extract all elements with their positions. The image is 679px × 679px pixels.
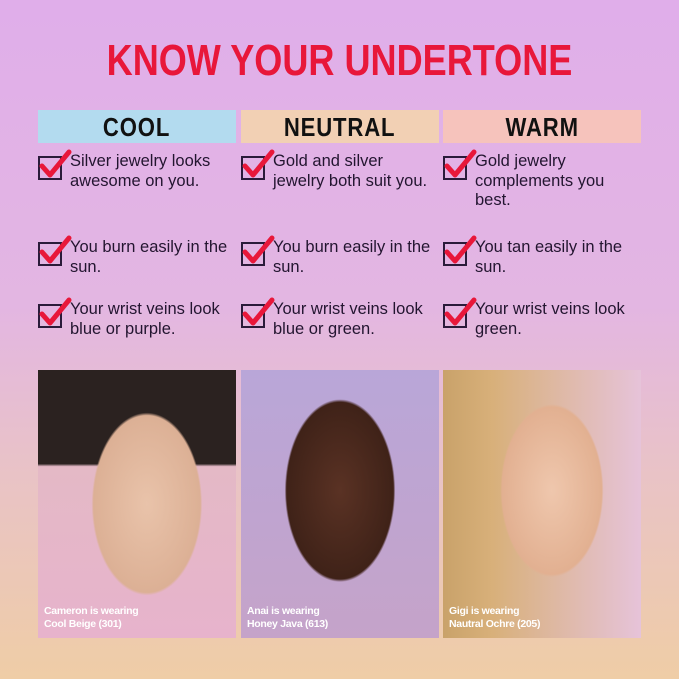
column-header-label: WARM bbox=[505, 112, 579, 142]
checklist-text: Gold and silver jewelry both suit you. bbox=[273, 152, 428, 190]
photo-caption: Cameron is wearing Cool Beige (301) bbox=[44, 605, 139, 630]
model-photo: Cameron is wearing Cool Beige (301) bbox=[38, 370, 236, 638]
shade-name: Cool Beige (301) bbox=[44, 617, 122, 630]
caption-line: Cameron is wearing bbox=[44, 605, 139, 617]
checkmark-icon bbox=[241, 149, 275, 180]
checkmark-icon bbox=[38, 297, 72, 328]
column-header: COOL bbox=[38, 110, 236, 143]
column-header: NEUTRAL bbox=[241, 110, 439, 143]
checklist-item: Your wrist veins look blue or green. bbox=[241, 297, 438, 339]
checklist-text: You burn easily in the sun. bbox=[273, 238, 431, 276]
column-cool: COOL Silver jewelry looks awesome on you.… bbox=[38, 110, 236, 338]
checklist-text: Your wrist veins look blue or green. bbox=[273, 300, 423, 338]
model-photo: Gigi is wearing Nautral Ochre (205) bbox=[443, 370, 641, 638]
checkmark-icon bbox=[38, 235, 72, 266]
checklist-item: Your wrist veins look blue or purple. bbox=[38, 297, 235, 339]
checklist-text: Your wrist veins look blue or purple. bbox=[70, 300, 220, 338]
checklist-item: Silver jewelry looks awesome on you. bbox=[38, 149, 235, 191]
page-title: KNOW YOUR UNDERTONE bbox=[106, 36, 573, 85]
caption-line: Anai is wearing bbox=[247, 605, 320, 617]
checkmark-icon bbox=[443, 235, 477, 266]
checkmark-icon bbox=[241, 297, 275, 328]
checklist-text: Silver jewelry looks awesome on you. bbox=[70, 152, 211, 190]
checklist-item: Gold jewelry complements you best. bbox=[443, 149, 640, 211]
column-header: WARM bbox=[443, 110, 641, 143]
photo-caption: Gigi is wearing Nautral Ochre (205) bbox=[449, 605, 540, 630]
column-warm: WARM Gold jewelry complements you best. Yo… bbox=[443, 110, 641, 338]
checklist-item: Gold and silver jewelry both suit you. bbox=[241, 149, 438, 191]
column-neutral: NEUTRAL Gold and silver jewelry both suit… bbox=[241, 110, 439, 338]
column-header-label: COOL bbox=[103, 112, 171, 142]
column-header-label: NEUTRAL bbox=[284, 112, 396, 142]
checklist-item: You burn easily in the sun. bbox=[38, 235, 235, 277]
checklist-text: You burn easily in the sun. bbox=[70, 238, 228, 276]
shade-name: Nautral Ochre (205) bbox=[449, 617, 541, 630]
checkmark-icon bbox=[443, 149, 477, 180]
caption-line: Gigi is wearing bbox=[449, 605, 520, 617]
checkmark-icon bbox=[443, 297, 477, 328]
checklist-text: You tan easily in the sun. bbox=[475, 238, 623, 276]
checklist-item: Your wrist veins look green. bbox=[443, 297, 640, 339]
checklist-item: You burn easily in the sun. bbox=[241, 235, 438, 277]
checklist-item: You tan easily in the sun. bbox=[443, 235, 640, 277]
checkmark-icon bbox=[241, 235, 275, 266]
checkmark-icon bbox=[38, 149, 72, 180]
checklist-text: Gold jewelry complements you best. bbox=[475, 152, 605, 209]
shade-name: Honey Java (613) bbox=[247, 617, 328, 630]
checklist-text: Your wrist veins look green. bbox=[475, 300, 625, 338]
model-photo: Anai is wearing Honey Java (613) bbox=[241, 370, 439, 638]
photo-caption: Anai is wearing Honey Java (613) bbox=[247, 605, 328, 630]
